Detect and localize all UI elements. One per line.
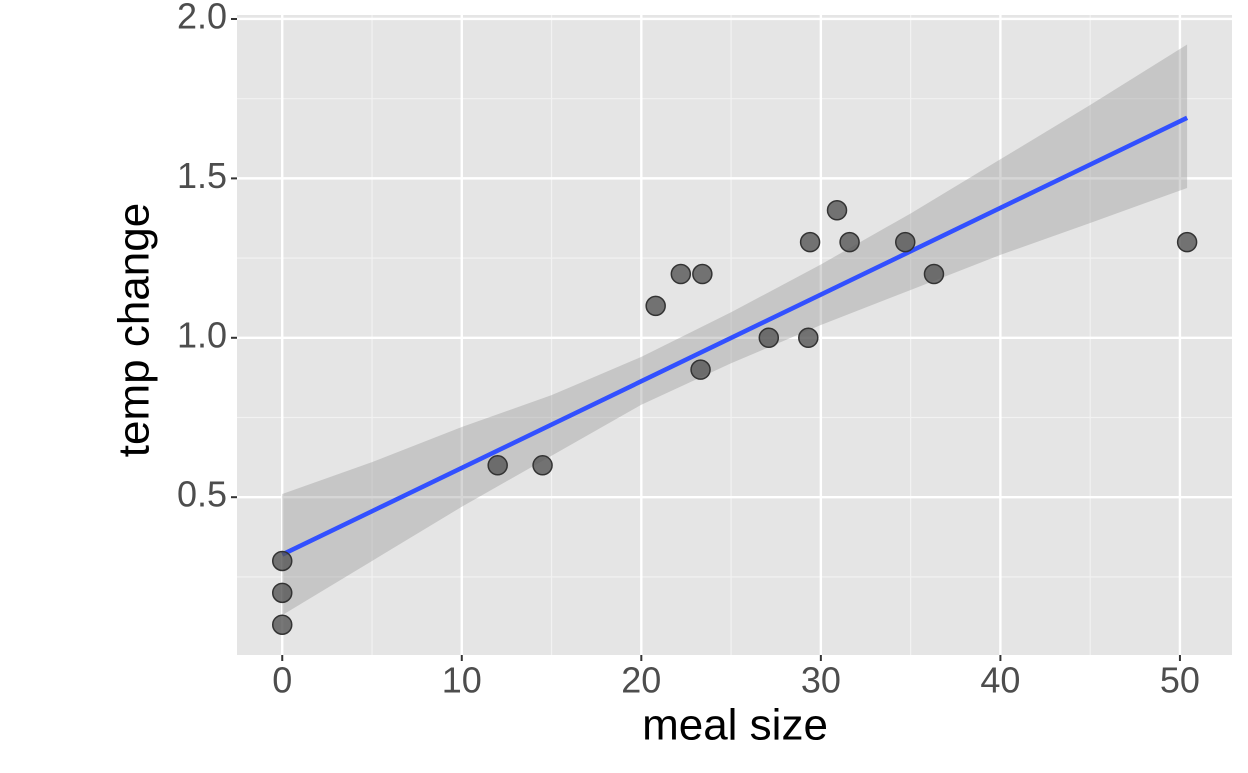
- y-tick-label: 0.5: [177, 474, 227, 515]
- point: [487, 455, 508, 476]
- point: [799, 231, 821, 253]
- point: [670, 263, 692, 285]
- y-tick-label: 1.0: [177, 314, 227, 355]
- y-tick-label: 1.5: [177, 155, 227, 196]
- point: [923, 263, 945, 285]
- fit-line: [281, 115, 1189, 557]
- y-axis-title: temp change: [110, 203, 159, 457]
- point: [271, 550, 293, 572]
- point: [271, 614, 293, 635]
- plot-layer: 0 10 20 30 40 50 0.5 1.0 1.5 2.0: [177, 0, 1232, 701]
- x-tick-label: 10: [442, 660, 482, 701]
- point: [532, 455, 553, 476]
- x-axis-title: meal size: [642, 701, 828, 750]
- point: [758, 327, 780, 349]
- point: [894, 231, 916, 253]
- point: [690, 359, 711, 380]
- point: [826, 200, 848, 221]
- point: [839, 231, 860, 253]
- point: [692, 263, 713, 285]
- x-tick-label: 30: [801, 660, 841, 701]
- confidence-band: [282, 44, 1188, 616]
- point: [645, 295, 666, 317]
- x-tick-label: 0: [272, 660, 292, 701]
- point: [798, 327, 819, 349]
- x-tick-label: 40: [980, 660, 1020, 701]
- x-tick-label: 20: [621, 660, 661, 701]
- x-tick-label: 50: [1160, 660, 1200, 701]
- y-tick-label: 2.0: [177, 0, 227, 37]
- point: [271, 582, 293, 604]
- point: [1176, 231, 1198, 253]
